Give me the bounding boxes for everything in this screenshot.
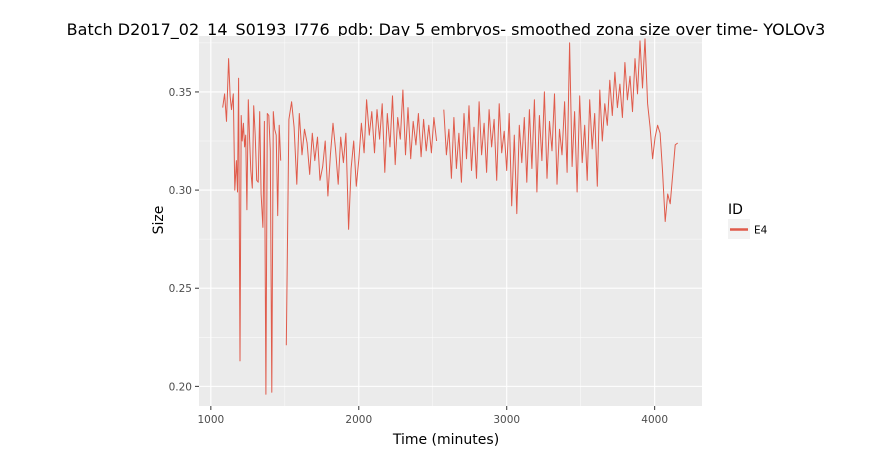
- series-line-e4: [443, 38, 679, 222]
- x-tick-label: 1000: [197, 414, 224, 426]
- x-axis: 1000 2000 3000 4000: [197, 406, 668, 426]
- y-tick-label: 0.30: [169, 185, 192, 197]
- legend: ID E4: [728, 202, 768, 239]
- legend-label-e4: E4: [754, 225, 768, 237]
- x-tick-label: 4000: [641, 414, 668, 426]
- y-axis: 0.20 0.25 0.30 0.35: [169, 87, 199, 393]
- series-layer: [222, 38, 679, 395]
- y-tick-label: 0.25: [169, 283, 192, 295]
- chart-title: Batch D2017_02_14_S0193_I776_pdb: Day 5 …: [67, 20, 826, 40]
- legend-title: ID: [728, 202, 743, 218]
- x-axis-title: Time (minutes): [392, 432, 499, 448]
- y-tick-label: 0.20: [169, 381, 192, 393]
- x-tick-label: 3000: [493, 414, 520, 426]
- minor-gridlines: [199, 36, 702, 406]
- x-tick-label: 2000: [345, 414, 372, 426]
- y-axis-title: Size: [151, 206, 167, 235]
- major-gridlines: [199, 36, 702, 406]
- series-line-e4: [222, 58, 282, 395]
- series-line-e4: [285, 89, 438, 346]
- y-tick-label: 0.35: [169, 87, 192, 99]
